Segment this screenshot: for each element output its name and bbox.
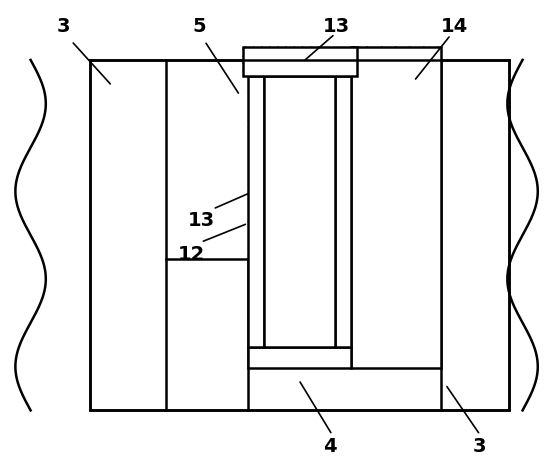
Text: 14: 14 xyxy=(441,17,468,36)
Bar xyxy=(352,47,441,368)
Text: 3: 3 xyxy=(473,437,486,456)
Text: 13: 13 xyxy=(188,211,215,230)
Text: 4: 4 xyxy=(323,437,336,456)
Bar xyxy=(248,347,352,368)
Bar xyxy=(248,76,264,347)
Bar xyxy=(335,76,352,347)
Text: 3: 3 xyxy=(57,17,70,36)
Bar xyxy=(243,47,357,76)
Bar xyxy=(90,60,509,410)
Text: 13: 13 xyxy=(323,17,350,36)
Bar xyxy=(264,76,335,347)
Text: 5: 5 xyxy=(192,17,206,36)
Text: 12: 12 xyxy=(177,245,204,264)
